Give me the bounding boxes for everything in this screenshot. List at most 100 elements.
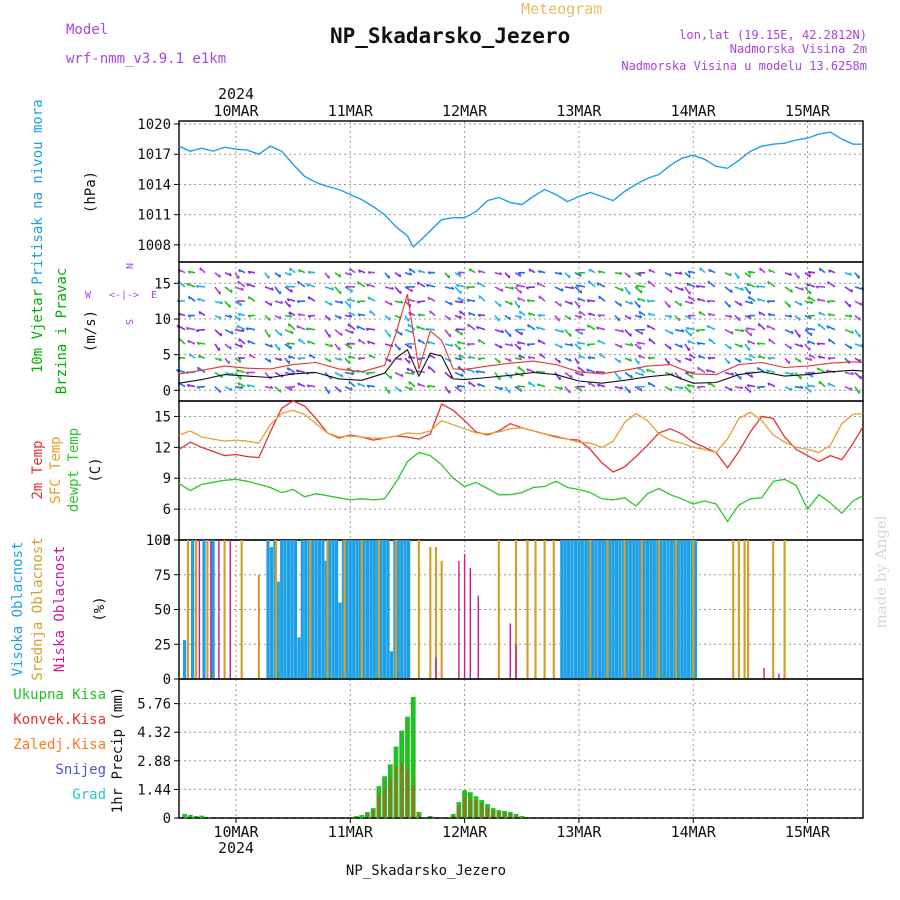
wind-barb (494, 328, 504, 334)
wind-barb-head (237, 313, 241, 317)
wind-barb-head (517, 366, 520, 370)
wind-barb (297, 382, 306, 388)
wind-barb (806, 384, 816, 388)
wind-barb (467, 323, 476, 331)
y-tick-label: 1017 (137, 147, 171, 163)
high-cloud-bar (563, 540, 567, 679)
wind-barb-head (739, 359, 742, 363)
high-cloud-bar (202, 540, 206, 679)
wind-barb (744, 286, 751, 295)
mid-cloud-bar (606, 540, 609, 679)
wind-barb-head (849, 345, 853, 349)
wind-barb-head (801, 287, 805, 291)
wind-barb (274, 371, 284, 378)
wind-barb-head (356, 281, 360, 285)
wind-barb-head (536, 383, 540, 387)
wind-barb (614, 328, 624, 333)
wind-barb (564, 371, 573, 379)
wind-barb (297, 280, 306, 288)
bottom-day-label: 12MAR (442, 823, 488, 841)
conv-precip-bar (406, 770, 409, 818)
total-precip-bar (410, 696, 416, 818)
wind-barb-head (245, 327, 249, 331)
wind-barb-head (357, 338, 361, 343)
wind-barb (554, 343, 563, 349)
mid-cloud-bar (640, 540, 643, 679)
low-cloud-bar (477, 595, 479, 679)
wind-barb-head (427, 296, 430, 301)
wind-barb (844, 343, 852, 350)
wind-barb-head (618, 359, 622, 363)
y-tick-label: 10 (154, 312, 171, 328)
wind-barb-head (818, 268, 822, 272)
wind-barb-head (229, 346, 232, 350)
wind-barb (264, 371, 272, 380)
wind-barb (664, 300, 671, 309)
wind-barb-head (426, 385, 430, 389)
wind-barb-head (195, 285, 199, 289)
high-cloud-bar (594, 540, 598, 679)
high-cloud-bar (352, 540, 356, 679)
wind-barb (454, 343, 461, 351)
wind-barb-head (500, 288, 504, 292)
wind-barb-head (196, 298, 200, 302)
high-cloud-bar (293, 540, 297, 679)
wind-barb-head (235, 369, 239, 373)
sfc-temp-ylabel: SFC Temp (48, 436, 64, 503)
y-tick-label: 0 (163, 672, 171, 688)
wind-speed-line (178, 348, 864, 384)
wind-barb-head (499, 303, 502, 307)
wind-barb (525, 286, 536, 289)
wind-barb (274, 286, 282, 295)
wind-barb-head (405, 286, 409, 290)
wind-barb (747, 384, 756, 388)
wind-barb-head (346, 342, 350, 346)
wind-barb-head (746, 283, 749, 287)
wind-barb (324, 343, 333, 348)
wind-barb-head (800, 385, 804, 389)
wind-barb (664, 329, 674, 335)
high-cloud-bar (269, 547, 273, 679)
wind-barb (807, 340, 816, 345)
y-tick-label: 4.32 (137, 725, 171, 741)
wind-barb-head (369, 310, 372, 314)
wind-barb-head (345, 286, 349, 289)
wind-barb (475, 370, 486, 374)
wind-barb (504, 286, 514, 290)
wind-barb (224, 300, 231, 308)
wind-barb (224, 328, 234, 335)
wind-barb-head (269, 302, 273, 306)
wind-barb-head (290, 289, 293, 293)
low-cloud-bar (469, 567, 471, 679)
wind-barb (214, 286, 221, 295)
wind-barb-head (526, 324, 530, 328)
wind-barb-head (581, 372, 584, 377)
wind-barb (646, 368, 656, 374)
wind-barb-head (686, 384, 690, 388)
wind-barb (804, 386, 812, 393)
wind-barb-head (571, 285, 575, 290)
wind-barb-head (586, 299, 590, 303)
wind-barb (394, 343, 401, 351)
wind-barb (346, 342, 356, 345)
wind-barb (178, 337, 186, 345)
wind-barb-head (196, 367, 200, 371)
wind-barb (664, 286, 673, 294)
high-cloud-bar (290, 540, 294, 679)
wind-barb-head (477, 358, 481, 361)
wind-barb (804, 286, 812, 295)
wind-barb (624, 343, 634, 347)
wind-barb (624, 329, 632, 337)
wind-barb (384, 286, 394, 291)
wind-barb-head (241, 328, 245, 332)
wind-barb-head (818, 311, 821, 316)
wind-barb-head (827, 313, 831, 317)
wind-barb-head (408, 312, 411, 316)
high-cloud-bar (266, 540, 270, 679)
wind-barb (586, 299, 596, 302)
wind-barb-head (536, 282, 540, 286)
wind-barb (478, 295, 486, 302)
wind-barb-head (687, 296, 691, 300)
wind-barb-head (519, 315, 523, 319)
wind-barb-head (417, 357, 421, 361)
